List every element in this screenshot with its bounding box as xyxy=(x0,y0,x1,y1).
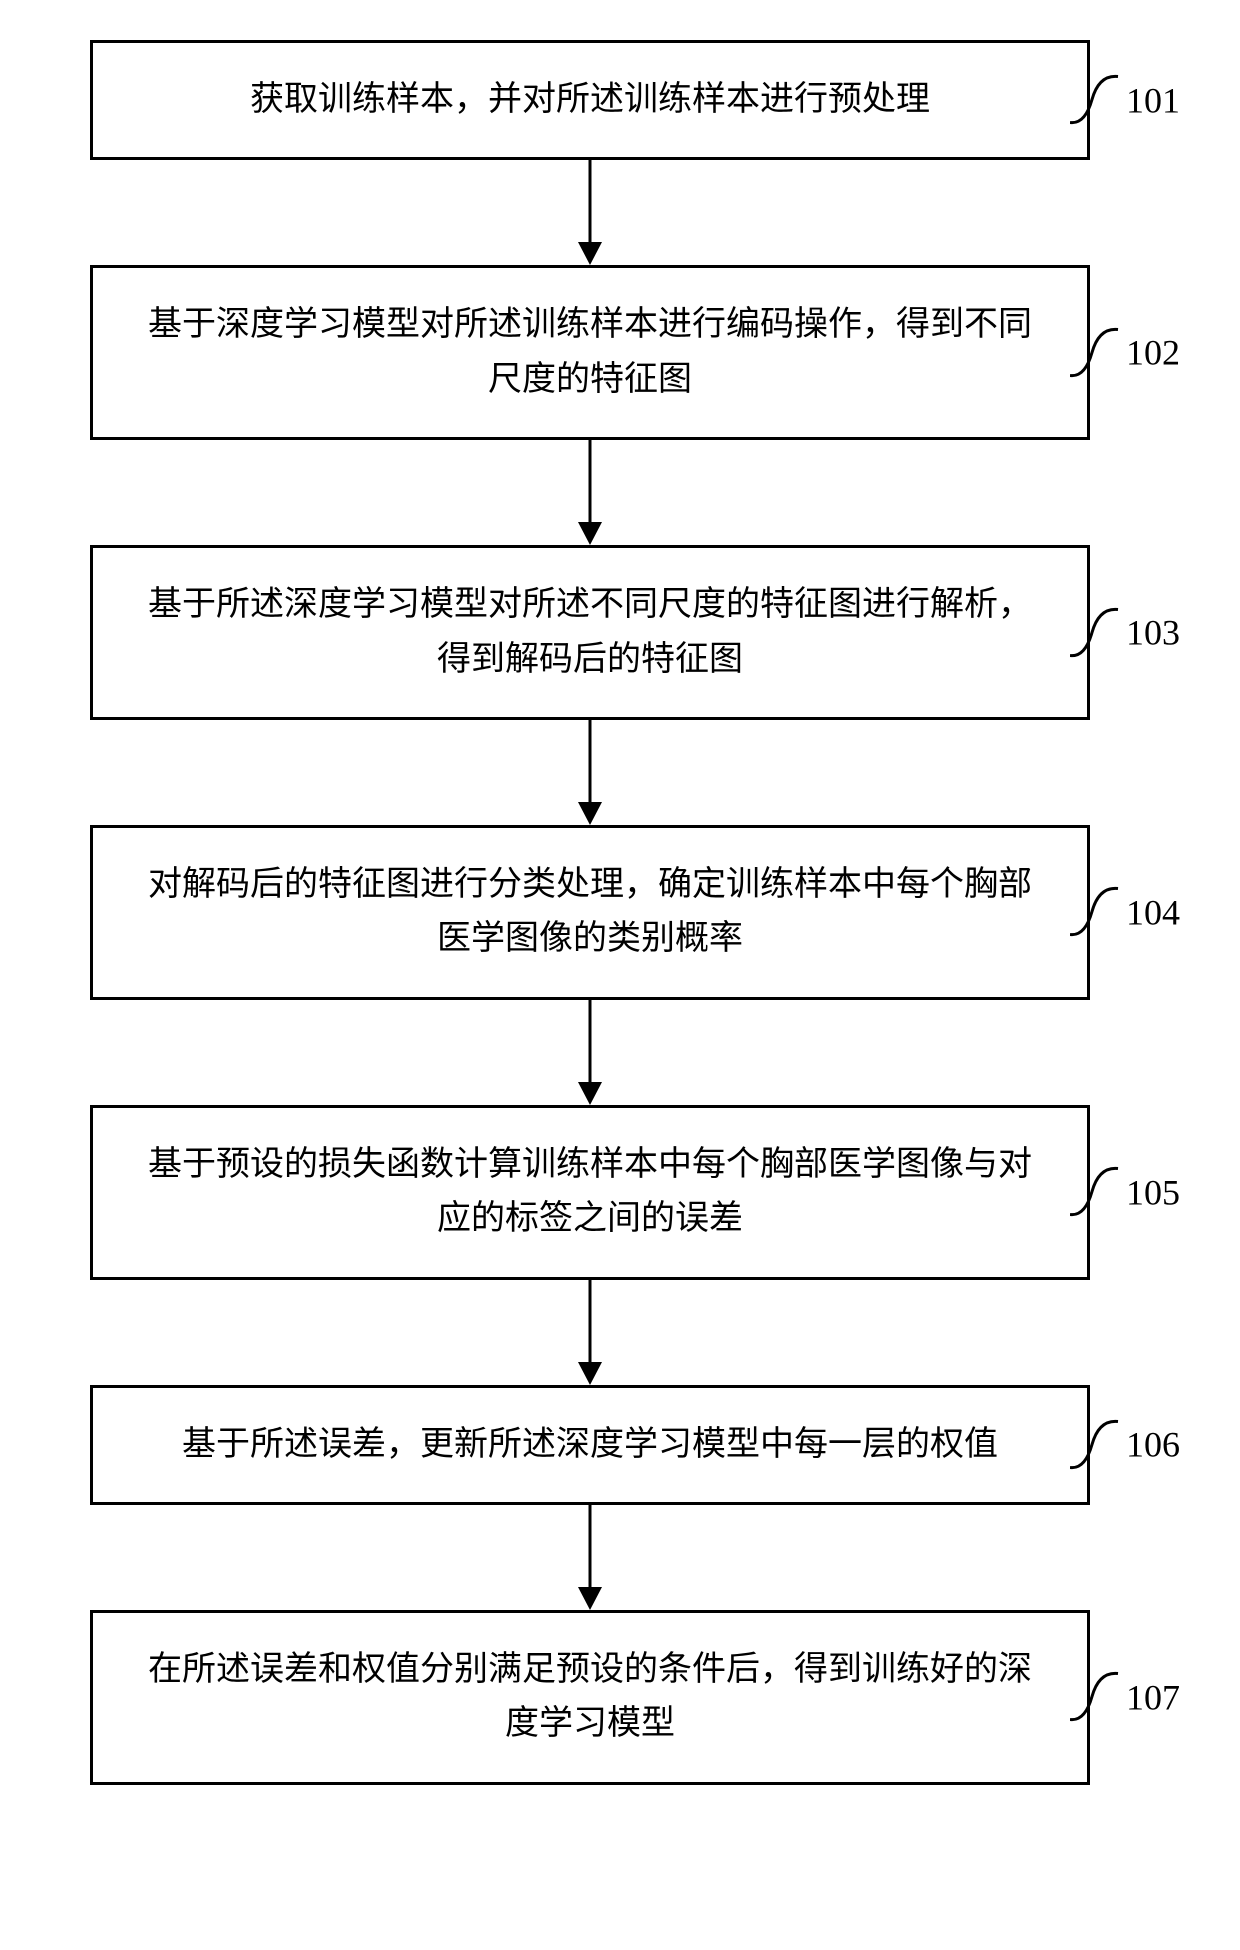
arrow-down-icon xyxy=(570,1505,610,1610)
flowchart-container: 获取训练样本，并对所述训练样本进行预处理 101 基于深度学习模型对所述训练样本… xyxy=(30,40,1210,1785)
step-text-3: 基于所述深度学习模型对所述不同尺度的特征图进行解析，得到解码后的特征图 xyxy=(133,578,1047,687)
step-box-6: 基于所述误差，更新所述深度学习模型中每一层的权值 xyxy=(90,1385,1090,1505)
step-label-6: 106 xyxy=(1126,1424,1180,1466)
arrow-down-icon xyxy=(570,720,610,825)
curve-connector-icon xyxy=(1070,1417,1120,1472)
step-label-wrapper-6: 106 xyxy=(1070,1417,1180,1472)
step-row-2: 基于深度学习模型对所述训练样本进行编码操作，得到不同尺度的特征图 102 xyxy=(30,265,1210,440)
step-label-wrapper-3: 103 xyxy=(1070,605,1180,660)
curve-connector-icon xyxy=(1070,605,1120,660)
step-row-5: 基于预设的损失函数计算训练样本中每个胸部医学图像与对应的标签之间的误差 105 xyxy=(30,1105,1210,1280)
step-label-wrapper-2: 102 xyxy=(1070,325,1180,380)
arrow-wrapper-6 xyxy=(0,1505,1180,1610)
arrow-wrapper-1 xyxy=(0,160,1180,265)
step-box-5: 基于预设的损失函数计算训练样本中每个胸部医学图像与对应的标签之间的误差 xyxy=(90,1105,1090,1280)
step-row-4: 对解码后的特征图进行分类处理，确定训练样本中每个胸部医学图像的类别概率 104 xyxy=(30,825,1210,1000)
step-row-6: 基于所述误差，更新所述深度学习模型中每一层的权值 106 xyxy=(30,1385,1210,1505)
step-text-1: 获取训练样本，并对所述训练样本进行预处理 xyxy=(250,73,930,127)
step-box-2: 基于深度学习模型对所述训练样本进行编码操作，得到不同尺度的特征图 xyxy=(90,265,1090,440)
step-label-wrapper-5: 105 xyxy=(1070,1165,1180,1220)
step-text-2: 基于深度学习模型对所述训练样本进行编码操作，得到不同尺度的特征图 xyxy=(133,298,1047,407)
step-label-wrapper-4: 104 xyxy=(1070,885,1180,940)
step-label-wrapper-7: 107 xyxy=(1070,1670,1180,1725)
step-label-5: 105 xyxy=(1126,1171,1180,1213)
step-label-1: 101 xyxy=(1126,79,1180,121)
arrow-down-icon xyxy=(570,440,610,545)
step-text-5: 基于预设的损失函数计算训练样本中每个胸部医学图像与对应的标签之间的误差 xyxy=(133,1138,1047,1247)
step-row-1: 获取训练样本，并对所述训练样本进行预处理 101 xyxy=(30,40,1210,160)
step-label-2: 102 xyxy=(1126,332,1180,374)
curve-connector-icon xyxy=(1070,1165,1120,1220)
arrow-down-icon xyxy=(570,1280,610,1385)
curve-connector-icon xyxy=(1070,73,1120,128)
curve-connector-icon xyxy=(1070,1670,1120,1725)
step-label-wrapper-1: 101 xyxy=(1070,73,1180,128)
step-label-7: 107 xyxy=(1126,1676,1180,1718)
arrow-wrapper-3 xyxy=(0,720,1180,825)
arrow-wrapper-5 xyxy=(0,1280,1180,1385)
step-text-6: 基于所述误差，更新所述深度学习模型中每一层的权值 xyxy=(182,1418,998,1472)
step-box-3: 基于所述深度学习模型对所述不同尺度的特征图进行解析，得到解码后的特征图 xyxy=(90,545,1090,720)
step-box-7: 在所述误差和权值分别满足预设的条件后，得到训练好的深度学习模型 xyxy=(90,1610,1090,1785)
curve-connector-icon xyxy=(1070,885,1120,940)
step-row-3: 基于所述深度学习模型对所述不同尺度的特征图进行解析，得到解码后的特征图 103 xyxy=(30,545,1210,720)
step-box-1: 获取训练样本，并对所述训练样本进行预处理 xyxy=(90,40,1090,160)
step-text-7: 在所述误差和权值分别满足预设的条件后，得到训练好的深度学习模型 xyxy=(133,1643,1047,1752)
arrow-down-icon xyxy=(570,1000,610,1105)
arrow-wrapper-4 xyxy=(0,1000,1180,1105)
step-label-4: 104 xyxy=(1126,891,1180,933)
arrow-down-icon xyxy=(570,160,610,265)
arrow-wrapper-2 xyxy=(0,440,1180,545)
step-row-7: 在所述误差和权值分别满足预设的条件后，得到训练好的深度学习模型 107 xyxy=(30,1610,1210,1785)
step-box-4: 对解码后的特征图进行分类处理，确定训练样本中每个胸部医学图像的类别概率 xyxy=(90,825,1090,1000)
step-label-3: 103 xyxy=(1126,612,1180,654)
step-text-4: 对解码后的特征图进行分类处理，确定训练样本中每个胸部医学图像的类别概率 xyxy=(133,858,1047,967)
curve-connector-icon xyxy=(1070,325,1120,380)
